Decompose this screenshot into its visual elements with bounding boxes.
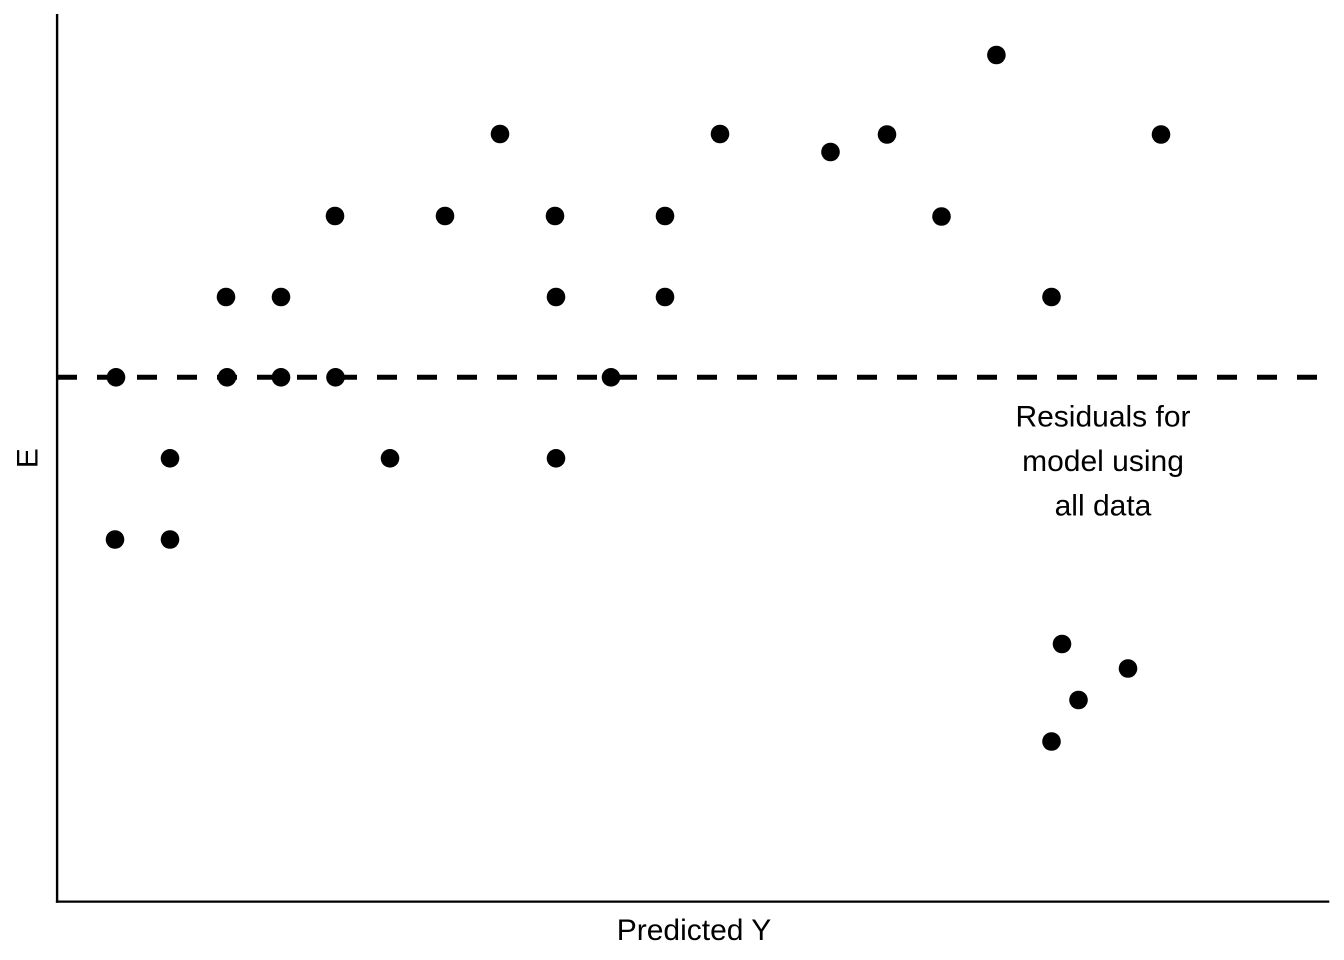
svg-text:Predicted Y: Predicted Y — [617, 914, 772, 947]
svg-text:model using: model using — [1022, 445, 1184, 478]
svg-text:Residuals for: Residuals for — [1015, 401, 1190, 434]
svg-text:all data: all data — [1055, 490, 1152, 523]
svg-text:E: E — [11, 448, 44, 468]
